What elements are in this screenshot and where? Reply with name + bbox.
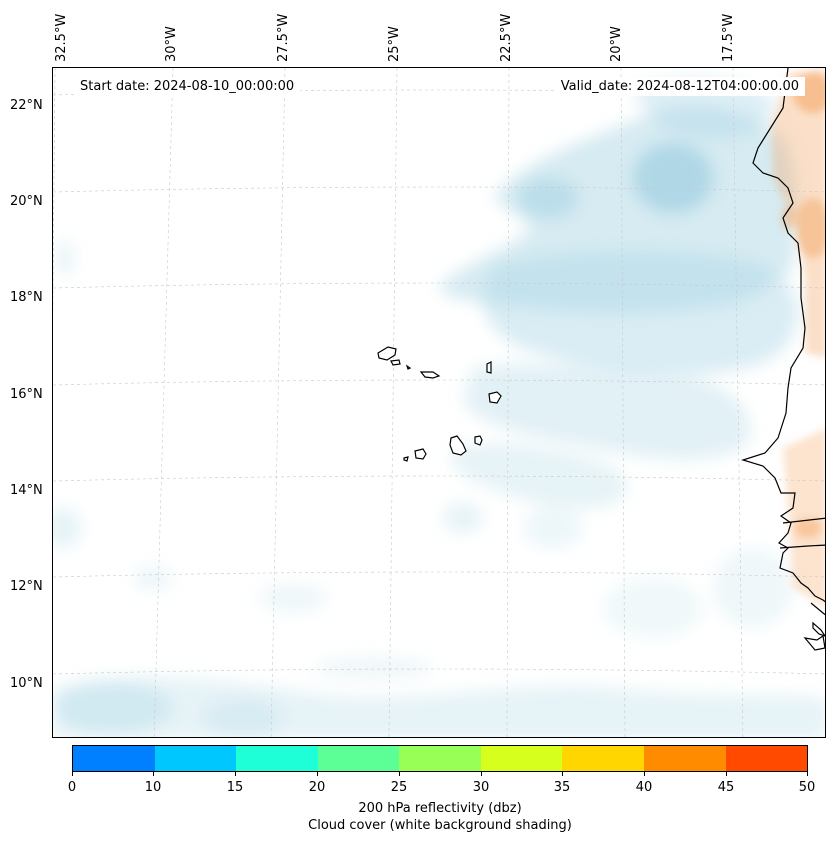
island-boa-vista bbox=[488, 391, 502, 404]
lat-label-10n: 10°N bbox=[10, 676, 43, 691]
colorbar-segment bbox=[725, 746, 808, 771]
lon-label-27-5w: 27.5°W bbox=[276, 13, 291, 62]
colorbar-tick-label: 50 bbox=[798, 780, 816, 795]
lat-label-20n: 20°N bbox=[10, 194, 43, 209]
reflectivity-colorbar bbox=[72, 745, 808, 772]
colorbar-tick-label: 10 bbox=[144, 780, 162, 795]
colorbar-segment bbox=[480, 746, 563, 771]
colorbar-tick bbox=[317, 772, 318, 776]
colorbar-tick bbox=[562, 772, 563, 776]
colorbar-tick bbox=[399, 772, 400, 776]
colorbar-segment bbox=[73, 746, 155, 771]
colorbar-tick bbox=[153, 772, 154, 776]
island-brava bbox=[403, 456, 409, 462]
colorbar-sublabel: Cloud cover (white background shading) bbox=[308, 818, 572, 833]
colorbar-segment bbox=[317, 746, 400, 771]
island-fogo bbox=[414, 448, 427, 460]
start-date-label: Start date: 2024-08-10_00:00:00 bbox=[74, 77, 301, 96]
colorbar-segment bbox=[236, 746, 318, 771]
island-santo-antao bbox=[377, 346, 397, 361]
colorbar-tick-label: 20 bbox=[308, 780, 326, 795]
colorbar-tick-label: 15 bbox=[226, 780, 244, 795]
colorbar-tick bbox=[72, 772, 73, 776]
colorbar-tick bbox=[481, 772, 482, 776]
colorbar-tick-label: 35 bbox=[553, 780, 571, 795]
map-canvas bbox=[53, 68, 825, 737]
lat-label-22n: 22°N bbox=[10, 98, 43, 113]
colorbar-tick-label: 40 bbox=[635, 780, 653, 795]
lon-label-17-5w: 17.5°W bbox=[721, 13, 736, 62]
island-sao-nicolau bbox=[419, 371, 441, 379]
lat-label-18n: 18°N bbox=[10, 290, 43, 305]
lon-label-32-5w: 32.5°W bbox=[54, 13, 69, 62]
colorbar-label: 200 hPa reflectivity (dbz) bbox=[358, 801, 522, 816]
island-sao-vicente bbox=[390, 359, 401, 366]
graticule bbox=[53, 68, 825, 737]
lat-label-12n: 12°N bbox=[10, 579, 43, 594]
island-santa-luzia bbox=[405, 364, 412, 370]
colorbar-segment bbox=[643, 746, 726, 771]
colorbar-tick-label: 0 bbox=[67, 780, 77, 795]
coastline bbox=[740, 68, 825, 651]
colorbar-tick bbox=[807, 772, 808, 776]
colorbar-tick-label: 45 bbox=[717, 780, 735, 795]
colorbar-segment bbox=[399, 746, 481, 771]
island-sal bbox=[486, 361, 492, 374]
colorbar-tick bbox=[726, 772, 727, 776]
colorbar-tick bbox=[235, 772, 236, 776]
valid-date-label: Valid_date: 2024-08-12T04:00:00.00 bbox=[554, 77, 805, 96]
colorbar-segment bbox=[154, 746, 237, 771]
lon-label-22-5w: 22.5°W bbox=[499, 13, 514, 62]
reflectivity-shading bbox=[771, 68, 825, 607]
lat-label-14n: 14°N bbox=[10, 483, 43, 498]
cloud-cover-shading bbox=[53, 79, 825, 737]
map-panel[interactable]: Start date: 2024-08-10_00:00:00 Valid_da… bbox=[52, 67, 826, 738]
lon-label-25w: 25°W bbox=[387, 26, 402, 62]
colorbar-segment bbox=[562, 746, 644, 771]
lon-label-30w: 30°W bbox=[164, 26, 179, 62]
colorbar-tick bbox=[644, 772, 645, 776]
cape-verde-islands bbox=[377, 346, 502, 462]
lon-label-20w: 20°W bbox=[609, 26, 624, 62]
island-santiago bbox=[449, 435, 467, 456]
colorbar-tick-label: 30 bbox=[472, 780, 490, 795]
lat-label-16n: 16°N bbox=[10, 387, 43, 402]
colorbar-tick-label: 25 bbox=[390, 780, 408, 795]
island-maio bbox=[474, 435, 483, 446]
